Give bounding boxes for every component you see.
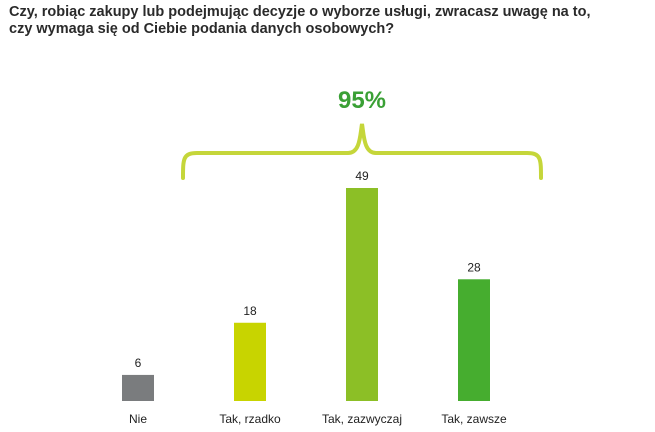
bar-0 [122,374,154,401]
category-label-2: Tak, zazwyczaj [322,412,402,426]
value-label-2: 49 [355,169,369,183]
annotation-brace [181,123,543,180]
value-labels-group: 6 18 49 28 [135,169,481,370]
bars-group [122,188,490,401]
annotation-label: 95% [338,87,386,114]
category-label-3: Tak, zawsze [441,412,507,426]
category-labels-group: Nie Tak, rzadko Tak, zazwyczaj Tak, zawsze [129,412,507,426]
bar-3 [458,279,490,401]
bar-1 [234,322,266,401]
value-label-0: 6 [135,356,142,370]
category-label-1: Tak, rzadko [219,412,281,426]
bar-2 [346,188,378,401]
chart-title: Czy, robiąc zakupy lub podejmując decyzj… [9,4,649,38]
value-label-1: 18 [243,304,257,318]
value-label-3: 28 [467,260,481,274]
chart-title-line-2: czy wymaga się od Ciebie podania danych … [9,21,395,37]
category-label-0: Nie [129,412,147,426]
chart-title-line-1: Czy, robiąc zakupy lub podejmując decyzj… [9,4,591,20]
